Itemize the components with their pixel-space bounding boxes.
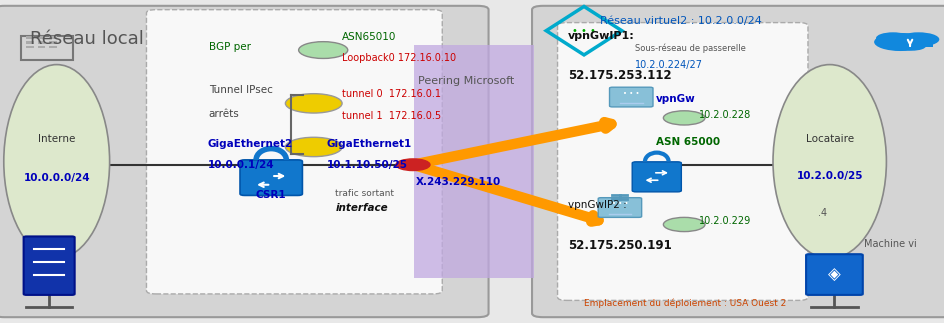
Text: Réseau virtuel2 : 10.2.0.0/24: Réseau virtuel2 : 10.2.0.0/24 xyxy=(599,16,761,26)
Bar xyxy=(38,41,45,44)
Circle shape xyxy=(873,33,926,51)
Text: Peering Microsoft: Peering Microsoft xyxy=(417,76,514,86)
FancyBboxPatch shape xyxy=(240,160,302,195)
Circle shape xyxy=(285,137,342,157)
Text: Emplacement du déploiement : USA Ouest 2: Emplacement du déploiement : USA Ouest 2 xyxy=(583,299,785,308)
Circle shape xyxy=(298,42,347,58)
Circle shape xyxy=(285,94,342,113)
FancyBboxPatch shape xyxy=(0,6,488,317)
Text: 52.175.250.191: 52.175.250.191 xyxy=(567,239,671,252)
Bar xyxy=(49,46,57,48)
Bar xyxy=(413,45,533,278)
Text: Interne: Interne xyxy=(38,134,76,144)
Text: trafic sortant: trafic sortant xyxy=(335,189,394,198)
Text: CSR1: CSR1 xyxy=(256,191,286,200)
Text: vpnGw: vpnGw xyxy=(655,95,695,104)
Text: Loopback0 172.16.0.10: Loopback0 172.16.0.10 xyxy=(342,53,456,63)
Bar xyxy=(878,41,932,47)
Circle shape xyxy=(396,159,430,171)
Bar xyxy=(26,36,34,39)
Text: Locataire: Locataire xyxy=(805,134,852,144)
Circle shape xyxy=(897,32,938,47)
Text: vpnGwIP2 :: vpnGwIP2 : xyxy=(567,200,626,210)
Text: ASN 65000: ASN 65000 xyxy=(655,137,719,147)
Text: Tunnel IPsec: Tunnel IPsec xyxy=(209,86,273,95)
Text: 10.0.0.1/24: 10.0.0.1/24 xyxy=(208,160,275,170)
Circle shape xyxy=(663,111,704,125)
Text: arrêts: arrêts xyxy=(209,109,240,119)
Text: tunnel 0  172.16.0.1: tunnel 0 172.16.0.1 xyxy=(342,89,441,99)
Text: 10.2.0.0/25: 10.2.0.0/25 xyxy=(796,171,862,181)
Text: BGP per: BGP per xyxy=(209,42,250,52)
Text: GigaEthernet2: GigaEthernet2 xyxy=(208,139,293,149)
Bar xyxy=(49,41,57,44)
Bar xyxy=(26,46,34,48)
FancyBboxPatch shape xyxy=(632,162,681,192)
Text: Sous-réseau de passerelle: Sous-réseau de passerelle xyxy=(634,44,745,53)
FancyBboxPatch shape xyxy=(24,236,75,295)
FancyBboxPatch shape xyxy=(598,198,641,217)
Text: ASN65010: ASN65010 xyxy=(342,32,396,42)
FancyBboxPatch shape xyxy=(609,87,652,107)
Text: 52.175.253.112: 52.175.253.112 xyxy=(567,69,671,82)
Text: Machine vi: Machine vi xyxy=(863,239,916,249)
Text: • • •: • • • xyxy=(571,26,596,36)
Text: X.243.229.110: X.243.229.110 xyxy=(415,177,500,186)
Text: 10.2.0.228: 10.2.0.228 xyxy=(699,110,750,120)
Circle shape xyxy=(897,41,925,51)
FancyBboxPatch shape xyxy=(146,10,442,294)
FancyBboxPatch shape xyxy=(557,23,807,300)
Circle shape xyxy=(875,32,909,44)
Text: 10.1.10.50/25: 10.1.10.50/25 xyxy=(327,160,408,170)
Bar xyxy=(38,36,45,39)
Text: .4: .4 xyxy=(817,208,826,218)
Bar xyxy=(26,41,34,44)
Circle shape xyxy=(663,217,704,232)
Text: vpnGwIP1:: vpnGwIP1: xyxy=(567,31,634,40)
Text: ◈: ◈ xyxy=(827,266,840,284)
Bar xyxy=(21,36,73,60)
Text: 10.2.0.224/27: 10.2.0.224/27 xyxy=(634,60,702,69)
Text: GigaEthernet1: GigaEthernet1 xyxy=(327,139,412,149)
Text: 10.0.0.0/24: 10.0.0.0/24 xyxy=(24,173,90,182)
FancyBboxPatch shape xyxy=(531,6,944,317)
Text: 10.2.0.229: 10.2.0.229 xyxy=(699,216,750,226)
Bar xyxy=(38,46,45,48)
Text: interface: interface xyxy=(335,203,388,213)
Text: Réseau local: Réseau local xyxy=(30,30,144,48)
Ellipse shape xyxy=(772,65,885,258)
Ellipse shape xyxy=(4,65,110,258)
Bar xyxy=(49,36,57,39)
Text: • • •: • • • xyxy=(611,201,628,207)
FancyBboxPatch shape xyxy=(805,254,862,295)
Text: tunnel 1  172.16.0.5: tunnel 1 172.16.0.5 xyxy=(342,111,441,121)
Text: • • •: • • • xyxy=(622,91,639,97)
